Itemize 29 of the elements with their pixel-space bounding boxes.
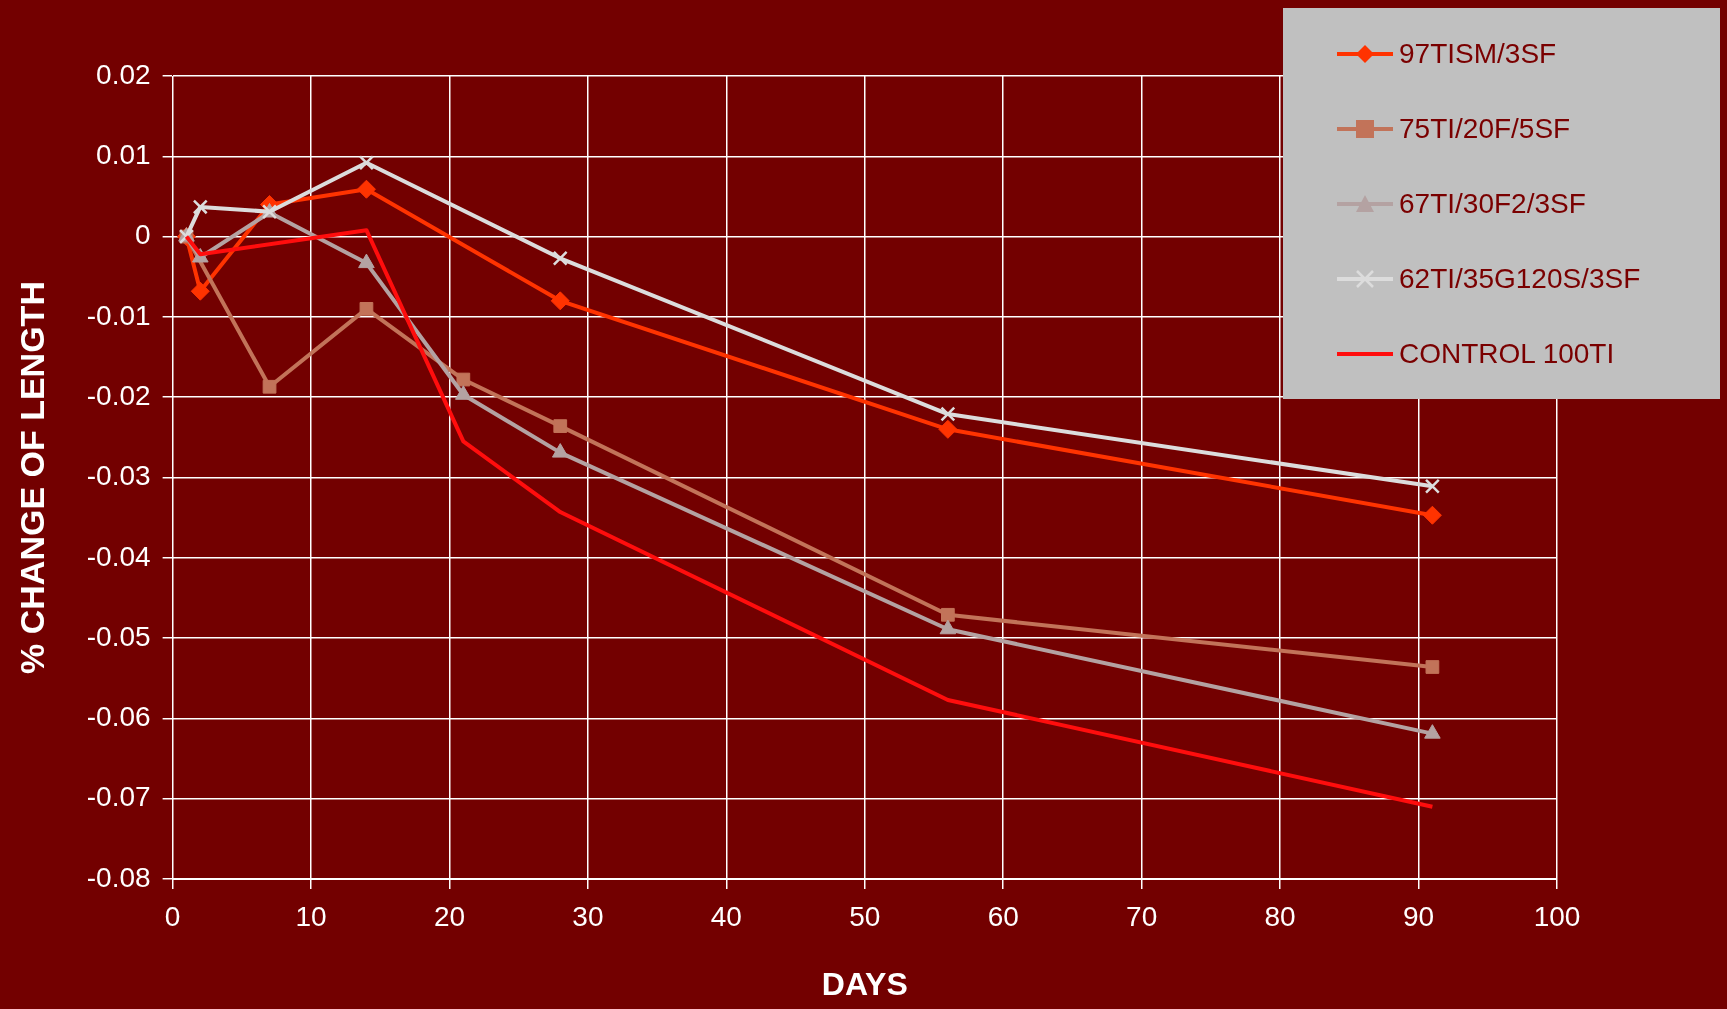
y-tick-label: -0.06 [86,701,151,733]
y-tick-label: -0.04 [86,540,151,572]
legend-label: 75TI/20F/5SF [1399,112,1571,145]
y-tick-label: 0 [135,219,151,251]
x-axis-title: DAYS [821,965,908,1002]
x-tick-label: 90 [1402,900,1435,932]
legend-label: 97TISM/3SF [1399,37,1557,70]
y-tick-label: -0.07 [86,781,151,813]
y-tick-label: -0.08 [86,861,151,893]
x-tick-label: 20 [433,900,466,932]
y-tick-label: 0.02 [96,58,151,90]
y-axis-title: % CHANGE OF LENGTH [12,281,51,674]
x-tick-label: 30 [572,900,604,932]
legend-label: 62TI/35G120S/3SF [1399,262,1641,295]
y-tick-label: -0.01 [86,299,151,331]
x-tick-label: 0 [164,900,181,932]
x-tick-label: 50 [849,900,881,932]
x-tick-label: 70 [1126,900,1158,932]
legend-label: CONTROL 100TI [1399,337,1615,370]
y-tick-label: 0.01 [96,139,151,171]
y-tick-label: -0.03 [86,460,151,492]
x-tick-label: 40 [710,900,742,932]
legend-label: 67TI/30F2/3SF [1399,187,1586,220]
x-tick-label: 100 [1533,900,1581,932]
x-tick-label: 80 [1264,900,1296,932]
y-tick-label: -0.05 [86,620,151,652]
x-tick-label: 10 [295,900,327,932]
x-tick-label: 60 [987,900,1019,932]
y-tick-label: -0.02 [86,379,151,411]
